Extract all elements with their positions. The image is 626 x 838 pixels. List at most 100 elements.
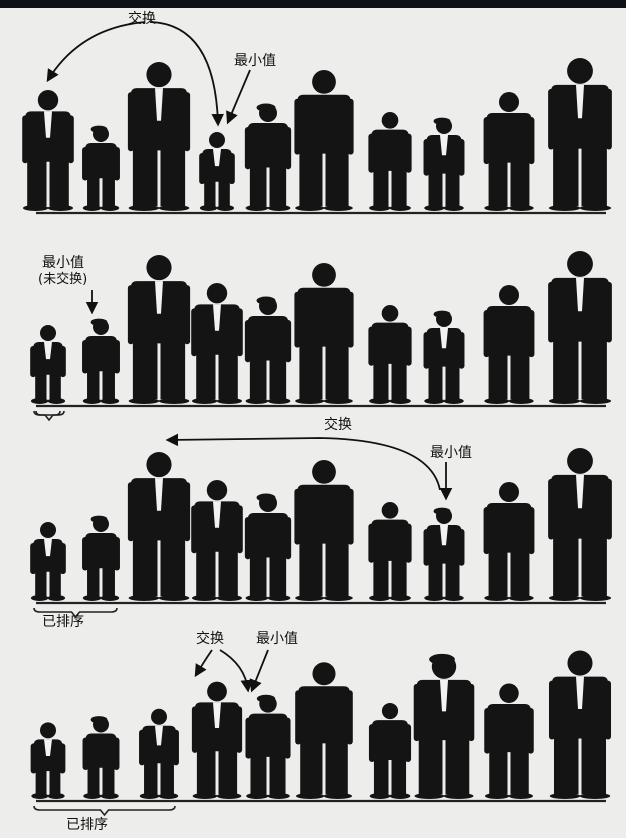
person-shoe (158, 398, 190, 404)
person-head (146, 62, 172, 88)
person-shirt (440, 679, 448, 712)
person-leg (160, 538, 186, 596)
person-shoe (82, 398, 102, 404)
person-shoe (100, 398, 120, 404)
person-torso (84, 143, 118, 179)
person-torso (296, 287, 352, 347)
person-figure (127, 254, 191, 404)
person-arm (30, 543, 37, 575)
person-leg (445, 561, 460, 596)
row3-swap-label: 交换 (324, 417, 352, 433)
person-shoe (424, 398, 445, 404)
person-shoe (267, 205, 291, 211)
person-shoe (128, 595, 160, 601)
person-leg (35, 569, 47, 596)
person-leg (553, 736, 579, 794)
person-shirt (576, 84, 584, 119)
person-head (206, 283, 228, 304)
person-shoe (139, 793, 160, 799)
person-arm (605, 478, 612, 540)
person-arm (59, 543, 66, 575)
person-arm (548, 281, 555, 343)
person-shoe (83, 793, 102, 799)
person-shoe (414, 793, 445, 799)
person-head (312, 662, 336, 686)
person-figure (127, 62, 191, 211)
person-arm (528, 117, 535, 165)
person-leg (299, 344, 323, 399)
person-arm (468, 683, 475, 742)
person-head (40, 325, 56, 341)
person-arm (458, 139, 465, 176)
person-torso (84, 336, 118, 372)
person-torso (485, 503, 533, 553)
person-arm (294, 291, 301, 348)
person-arm (236, 505, 243, 554)
person-figure (483, 92, 535, 211)
person-arm (285, 127, 292, 170)
person-shoe (216, 205, 235, 211)
person-leg (249, 358, 267, 399)
person-shoe (267, 595, 291, 601)
person-arm (294, 488, 301, 545)
person-shoe (548, 595, 581, 601)
person-shoe (245, 398, 269, 404)
person-arm (548, 478, 555, 540)
person-leg (325, 741, 348, 794)
person-figure (413, 653, 475, 799)
person-leg (102, 765, 115, 794)
row4-min-label: 最小值 (256, 631, 298, 647)
person-leg (218, 352, 238, 399)
person-shoe (323, 398, 353, 404)
person-shirt (440, 328, 448, 349)
person-shoe (191, 398, 218, 404)
person-leg (249, 555, 267, 596)
person-shoe (443, 205, 464, 211)
person-figure (483, 482, 535, 601)
person-arm (405, 326, 412, 366)
person-arm (458, 529, 465, 566)
person-figure (295, 662, 353, 799)
row4-swap-arrow-left (194, 649, 213, 678)
person-leg (373, 758, 389, 794)
person-figure (548, 58, 612, 211)
person-leg (218, 749, 238, 794)
person-leg (35, 372, 47, 399)
person-head (567, 58, 593, 84)
person-arm (244, 517, 251, 560)
person-leg (428, 171, 443, 206)
person-leg (87, 176, 100, 206)
person-leg (132, 148, 158, 206)
person-arm (199, 153, 206, 185)
person-leg (510, 353, 530, 399)
person-head (381, 702, 399, 720)
person-shoe (100, 793, 119, 799)
person-arm (245, 717, 252, 759)
person-figure (199, 132, 235, 211)
person-arm (244, 127, 251, 170)
person-leg (553, 146, 579, 206)
person-shirt (155, 88, 163, 121)
person-shoe (191, 595, 218, 601)
person-arm (228, 153, 235, 185)
row1-swap-arrow-right (149, 21, 224, 127)
person-shirt (155, 478, 163, 511)
person-head (498, 92, 520, 113)
person-shoe (295, 793, 325, 799)
person-figure (30, 722, 66, 799)
person-shirt (213, 304, 221, 331)
person-leg (325, 151, 349, 206)
person-arm (423, 332, 430, 369)
person-arm (405, 133, 412, 173)
person-shoe (424, 205, 445, 211)
person-arm (113, 537, 120, 571)
person-head (207, 681, 227, 702)
person-leg (581, 536, 607, 596)
person-shoe (389, 595, 411, 601)
person-head (381, 112, 399, 129)
person-leg (250, 754, 267, 794)
person-shirt (213, 702, 221, 728)
person-leg (196, 749, 216, 794)
